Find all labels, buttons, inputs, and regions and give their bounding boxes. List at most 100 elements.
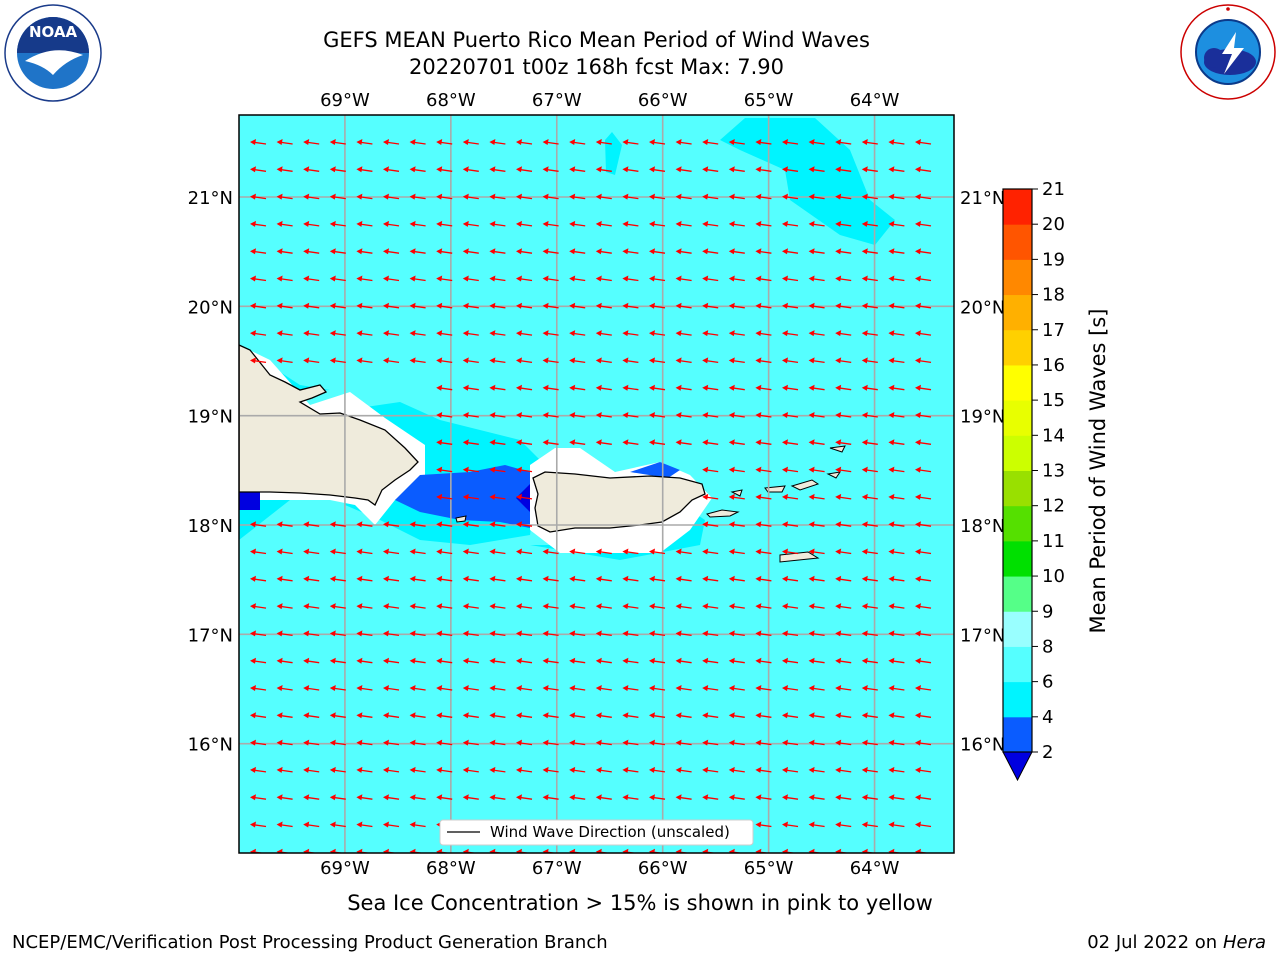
wave-arrow xyxy=(915,657,932,664)
wave-arrow xyxy=(462,766,479,773)
lat-label-left: 19°N xyxy=(188,407,233,428)
wave-arrow xyxy=(409,330,426,337)
wave-arrow xyxy=(383,275,400,282)
wave-arrow xyxy=(250,794,267,801)
wave-arrow xyxy=(755,712,772,719)
wave-arrow xyxy=(622,193,639,200)
wave-arrow xyxy=(542,166,559,173)
period-contour-low xyxy=(395,465,530,528)
colorbar-segment xyxy=(1003,189,1032,225)
wave-arrow xyxy=(409,712,426,719)
sea-ice-note: Sea Ice Concentration > 15% is shown in … xyxy=(347,891,933,915)
wave-arrow xyxy=(649,412,666,418)
wave-arrow xyxy=(649,302,666,309)
wave-arrow xyxy=(516,466,533,473)
wave-arrow xyxy=(569,548,586,555)
wave-arrow xyxy=(622,384,639,391)
wave-arrow xyxy=(622,357,639,364)
wave-arrow xyxy=(569,794,586,801)
wave-arrow xyxy=(835,603,852,610)
wave-arrow xyxy=(489,248,506,255)
wave-arrow xyxy=(383,220,400,227)
svg-text:NOAA: NOAA xyxy=(29,23,78,41)
wave-arrow xyxy=(383,712,400,719)
lon-label-top: 65°W xyxy=(744,90,794,111)
wave-arrow xyxy=(383,302,400,309)
wave-arrow xyxy=(383,630,400,637)
lat-label-right: 16°N xyxy=(960,735,1005,756)
wave-arrow xyxy=(276,248,293,255)
wave-arrow xyxy=(888,439,905,446)
wave-arrow xyxy=(675,384,692,391)
wave-arrow xyxy=(329,166,346,173)
wave-arrow xyxy=(808,330,825,337)
wave-arrow xyxy=(356,302,373,309)
wave-arrow xyxy=(835,220,852,227)
wave-arrow xyxy=(329,139,346,145)
wave-arrow xyxy=(755,166,772,173)
wave-arrow xyxy=(728,248,745,255)
wave-arrow xyxy=(782,220,799,227)
wave-arrow xyxy=(569,603,586,610)
wave-arrow xyxy=(329,603,346,610)
lon-label-bottom: 68°W xyxy=(426,858,476,879)
land-mona-island xyxy=(455,515,467,523)
colorbar-segment xyxy=(1003,716,1032,753)
wave-arrow xyxy=(542,248,559,255)
wave-arrow xyxy=(250,521,267,528)
wave-arrow xyxy=(702,794,719,801)
wave-arrow xyxy=(915,439,932,446)
wave-arrow xyxy=(595,712,612,719)
colorbar-tick-label: 21 xyxy=(1042,179,1065,200)
wave-arrow xyxy=(595,139,612,145)
wave-arrow xyxy=(542,712,559,719)
footer-date: 02 Jul 2022 on Hera xyxy=(1087,932,1266,953)
wave-arrow xyxy=(516,630,533,637)
wave-arrow xyxy=(622,575,639,582)
wave-arrow xyxy=(755,357,772,364)
wave-arrow xyxy=(516,166,533,173)
wave-arrow xyxy=(915,357,932,364)
wave-arrow xyxy=(835,357,852,364)
wave-arrow xyxy=(728,493,745,500)
wave-arrow xyxy=(888,139,905,145)
wave-arrow xyxy=(728,439,745,446)
wave-arrow xyxy=(436,521,453,528)
wave-arrow xyxy=(755,521,772,528)
wave-arrow xyxy=(303,766,320,773)
lon-label-bottom: 64°W xyxy=(850,858,900,879)
wave-arrow xyxy=(915,302,932,309)
wave-arrow xyxy=(595,739,612,746)
wave-arrow xyxy=(861,739,878,746)
wave-arrow xyxy=(728,630,745,637)
wave-arrow xyxy=(622,685,639,691)
wave-arrow xyxy=(835,630,852,637)
wave-arrow xyxy=(702,220,719,227)
wave-arrow xyxy=(675,657,692,664)
wave-arrow xyxy=(250,248,267,255)
wave-arrow xyxy=(675,439,692,446)
wave-arrow xyxy=(250,548,267,555)
wave-arrow xyxy=(516,521,533,528)
wave-arrow xyxy=(755,739,772,746)
wave-arrow xyxy=(782,357,799,364)
legend-label: Wind Wave Direction (unscaled) xyxy=(490,823,730,841)
wave-arrow xyxy=(383,603,400,610)
wave-arrow xyxy=(702,493,719,500)
wave-arrow xyxy=(489,302,506,309)
wave-arrow xyxy=(649,766,666,773)
wave-arrow xyxy=(303,357,320,364)
wave-arrow xyxy=(462,384,479,391)
lon-label-bottom: 65°W xyxy=(744,858,794,879)
wave-arrow xyxy=(436,248,453,255)
wave-arrow xyxy=(861,302,878,309)
wave-arrow xyxy=(409,139,426,145)
wave-arrow xyxy=(569,712,586,719)
wave-arrow xyxy=(915,685,932,691)
wave-arrow xyxy=(622,275,639,282)
wave-arrow xyxy=(595,657,612,664)
period-contour-lowest-west xyxy=(239,487,260,510)
lon-label-bottom: 67°W xyxy=(532,858,582,879)
wave-arrow xyxy=(409,739,426,746)
wave-arrow xyxy=(808,248,825,255)
